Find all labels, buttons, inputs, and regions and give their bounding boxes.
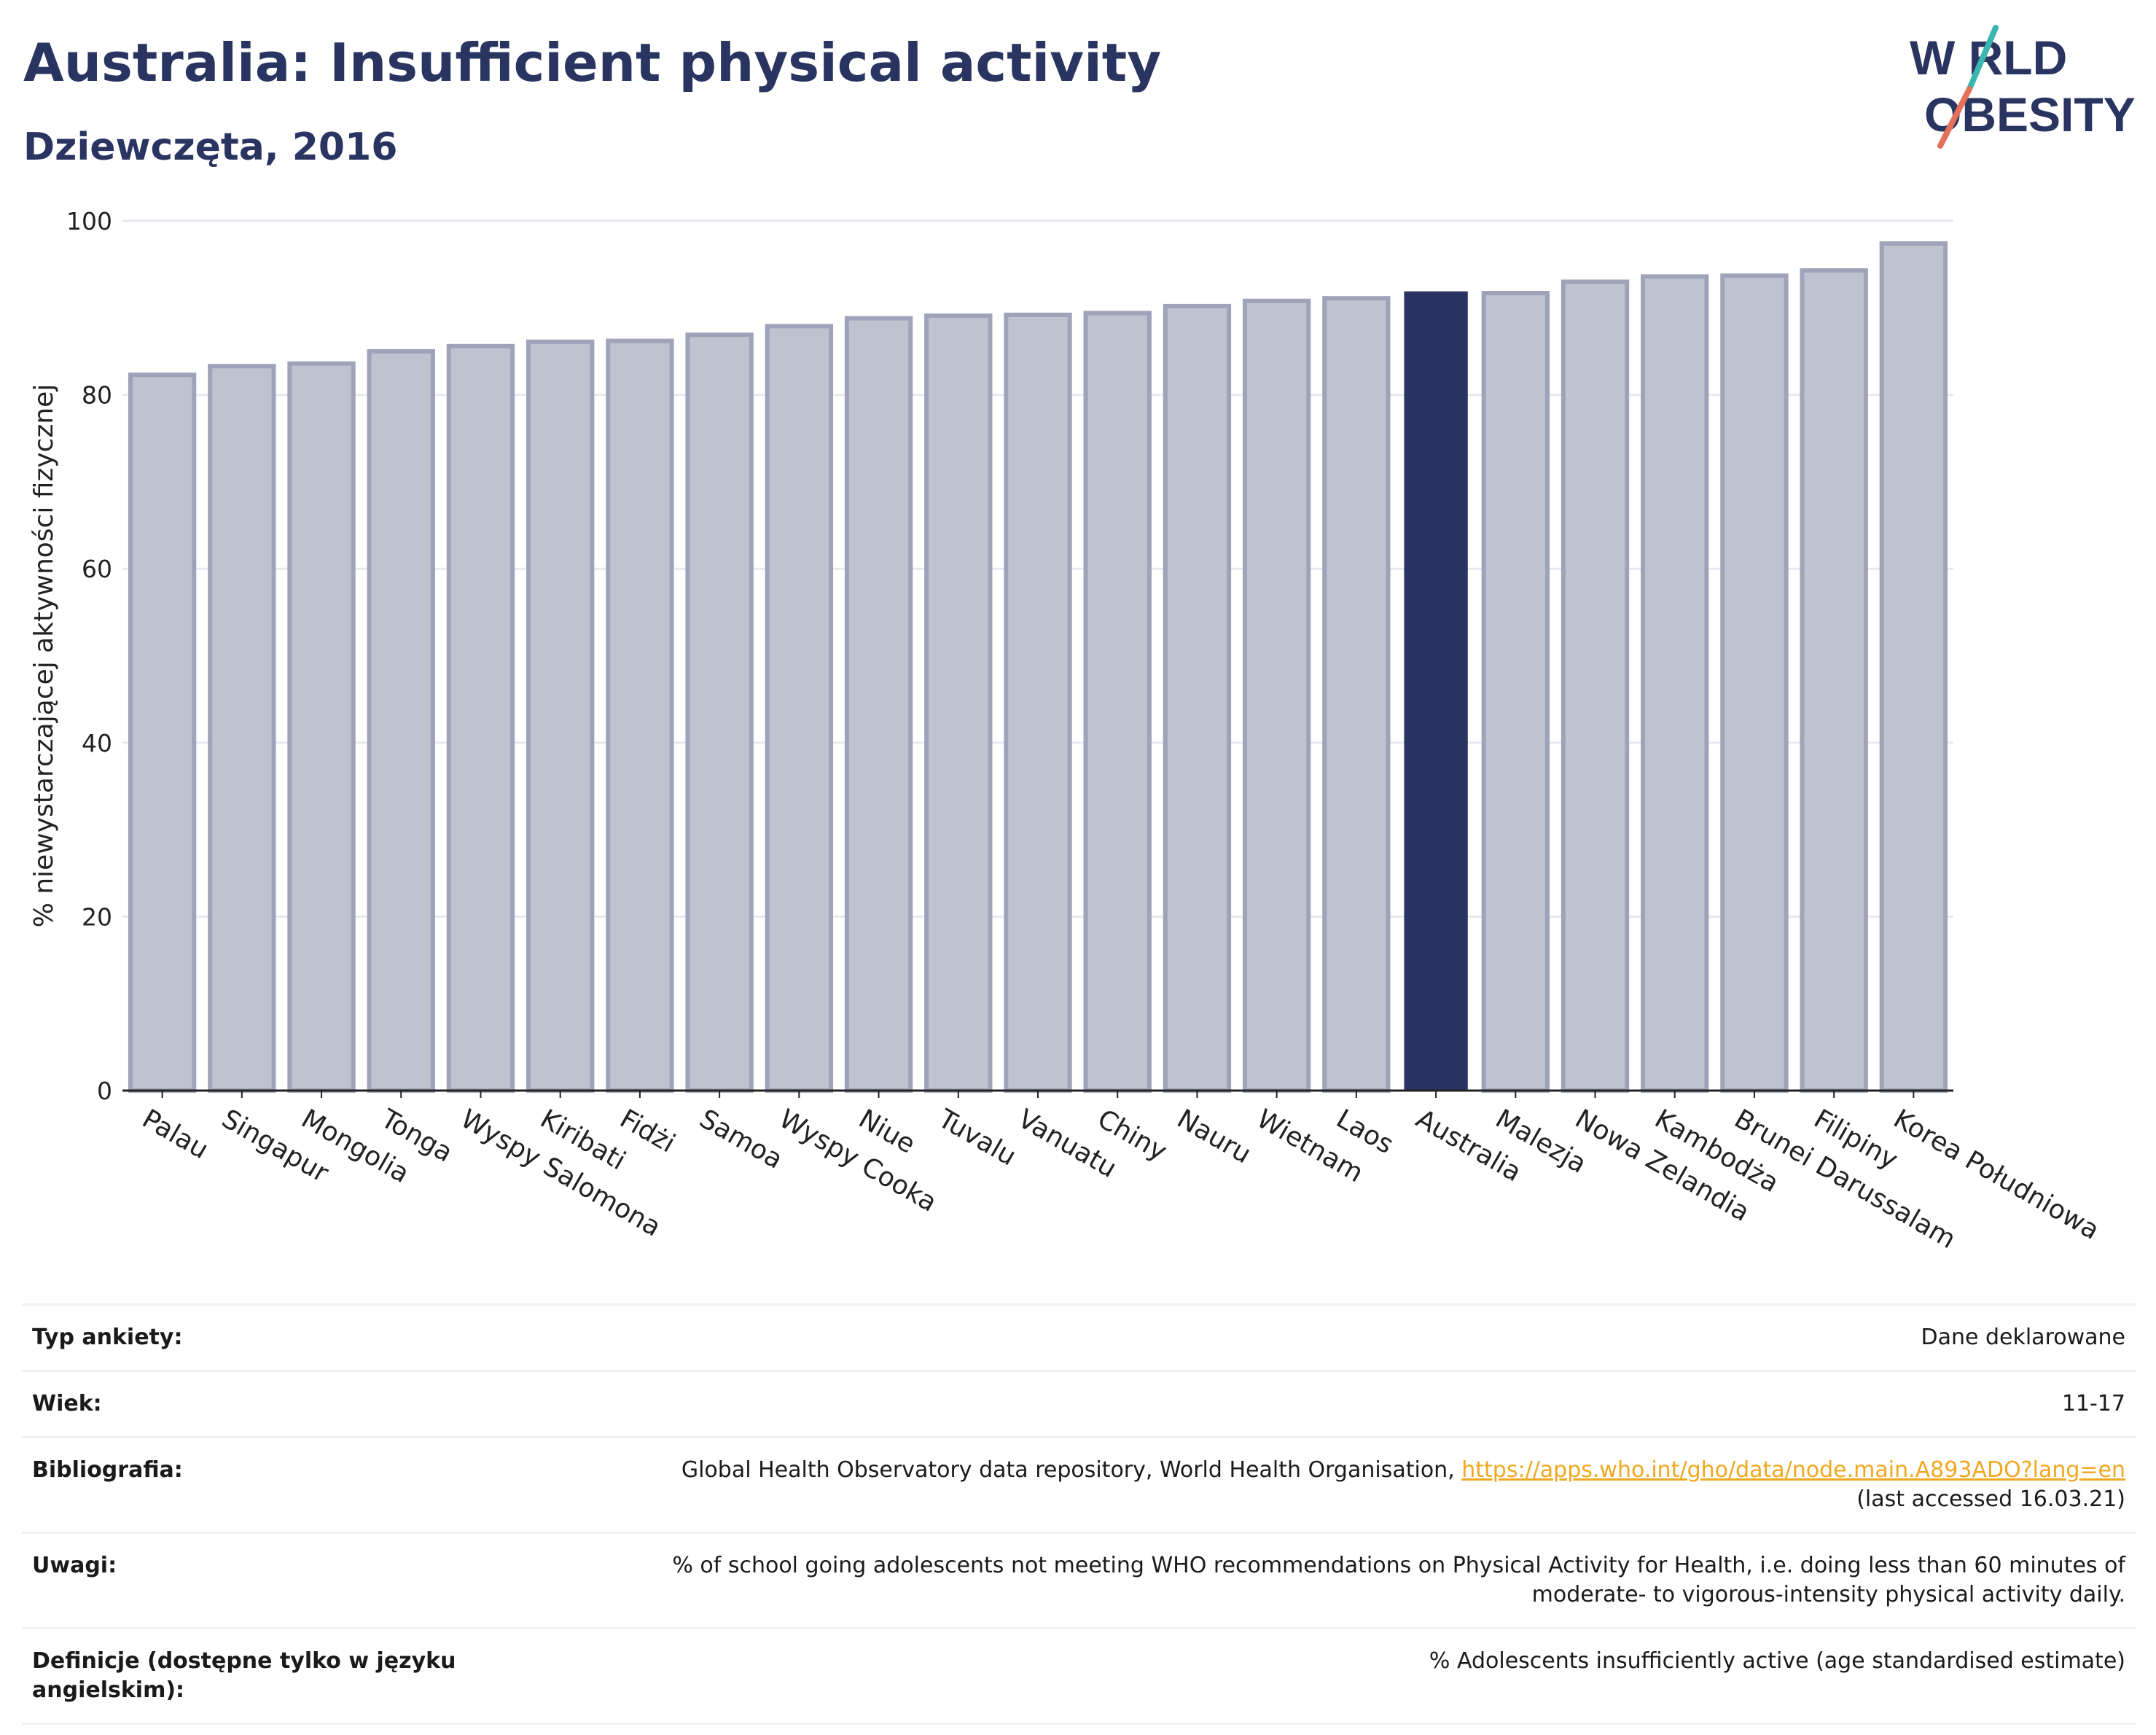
- meta-value-suffix: (last accessed 16.03.21): [1856, 1486, 2125, 1512]
- meta-key: Typ ankiety:: [22, 1303, 567, 1372]
- page-title: Australia: Insufficient physical activit…: [23, 32, 1162, 93]
- meta-row-notes: Uwagi: % of school going adolescents not…: [22, 1532, 2136, 1629]
- meta-key: Bibliografia:: [22, 1436, 567, 1534]
- y-axis-label: % niewystarczającej aktywności fizycznej: [29, 384, 59, 928]
- bar: [446, 343, 515, 1093]
- x-tick-label: Tuvalu: [932, 1104, 1020, 1172]
- world-obesity-logo: W RLD OBESITY: [1910, 25, 2136, 149]
- logo-slash-teal: [1966, 25, 1999, 92]
- x-tick-label: Palau: [137, 1104, 214, 1165]
- meta-key: Definicje (dostępne tylko w języku angie…: [22, 1627, 567, 1725]
- bar: [1720, 273, 1789, 1093]
- logo-slash-coral: [1937, 86, 1972, 149]
- y-tick-label: 20: [82, 902, 112, 931]
- bar: [1481, 291, 1550, 1093]
- bar: [765, 324, 834, 1093]
- bar: [1242, 298, 1311, 1093]
- meta-value: 11-17: [567, 1370, 2136, 1438]
- meta-key: Wiek:: [22, 1370, 567, 1438]
- bar: [208, 364, 276, 1093]
- bar: [1800, 268, 1868, 1093]
- bar: [1083, 311, 1152, 1093]
- meta-row-age: Wiek: 11-17: [22, 1370, 2136, 1438]
- y-tick-label: 100: [66, 207, 112, 235]
- source-link[interactable]: https://apps.who.int/gho/data/node.main.…: [1461, 1457, 2125, 1483]
- meta-value: Dane deklarowane: [567, 1303, 2136, 1372]
- y-tick-label: 80: [82, 381, 112, 410]
- y-tick-label: 0: [97, 1077, 112, 1105]
- bar: [1004, 312, 1072, 1093]
- meta-row-bibliography: Bibliografia: Global Health Observatory …: [22, 1436, 2136, 1534]
- meta-row-definitions: Definicje (dostępne tylko w języku angie…: [22, 1627, 2136, 1725]
- page-subtitle: Dziewczęta, 2016: [23, 125, 398, 169]
- bar: [1879, 241, 1948, 1093]
- bar: [1163, 303, 1232, 1093]
- metadata-table: Typ ankiety: Dane deklarowane Wiek: 11-1…: [22, 1303, 2136, 1725]
- meta-key: Uwagi:: [22, 1532, 567, 1629]
- bar: [287, 361, 356, 1093]
- meta-value: Global Health Observatory data repositor…: [681, 1457, 1462, 1483]
- bar: [1561, 279, 1630, 1093]
- y-tick-label: 40: [82, 729, 112, 757]
- bar: [606, 338, 674, 1093]
- meta-value: % Adolescents insufficiently active (age…: [567, 1627, 2136, 1725]
- bar-highlighted: [1404, 291, 1468, 1091]
- y-tick-label: 60: [82, 555, 112, 583]
- x-tick-label: Samoa: [695, 1104, 788, 1175]
- bar: [128, 373, 197, 1093]
- bar: [1322, 296, 1391, 1093]
- x-tick-label: Nauru: [1172, 1104, 1256, 1169]
- bar: [924, 313, 993, 1093]
- bar: [844, 316, 913, 1093]
- meta-row-survey-type: Typ ankiety: Dane deklarowane: [22, 1303, 2136, 1372]
- bar: [367, 348, 435, 1093]
- meta-value: % of school going adolescents not meetin…: [567, 1532, 2136, 1629]
- bar: [685, 332, 754, 1093]
- bar: [1641, 274, 1709, 1093]
- bar: [526, 339, 595, 1093]
